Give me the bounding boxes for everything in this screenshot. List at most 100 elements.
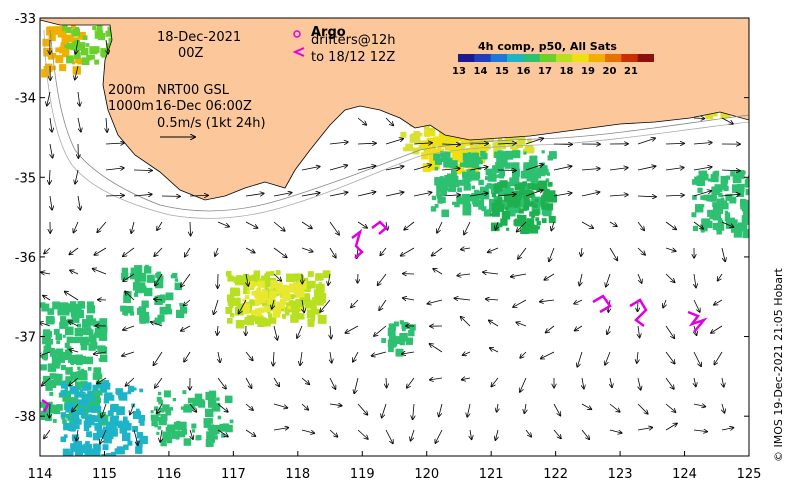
sst-cell bbox=[49, 350, 57, 357]
sst-cell bbox=[399, 333, 408, 342]
sst-cell bbox=[158, 416, 167, 426]
current-arrow bbox=[155, 377, 163, 388]
sst-cell bbox=[46, 26, 56, 36]
sst-cell bbox=[275, 282, 283, 290]
sst-cell bbox=[269, 317, 277, 324]
current-arrow bbox=[609, 429, 622, 433]
sst-cell bbox=[532, 169, 541, 179]
sst-cell bbox=[401, 322, 409, 330]
sst-cell bbox=[70, 397, 79, 406]
sst-cell bbox=[123, 416, 128, 422]
sst-cell bbox=[77, 366, 81, 370]
sst-cell bbox=[75, 381, 82, 388]
sst-cell bbox=[86, 305, 96, 314]
sst-cell bbox=[191, 429, 196, 433]
sst-cell bbox=[62, 25, 68, 31]
current-arrow bbox=[693, 299, 700, 312]
current-arrow bbox=[609, 247, 617, 260]
current-arrow bbox=[357, 429, 368, 439]
current-arrow bbox=[609, 221, 617, 226]
sst-cell bbox=[136, 432, 144, 439]
sst-cell bbox=[485, 184, 490, 190]
sst-cell bbox=[101, 387, 107, 393]
sst-cell bbox=[478, 203, 485, 210]
sst-cell bbox=[74, 391, 80, 397]
sst-cell bbox=[242, 303, 250, 311]
current-arrow bbox=[245, 429, 255, 436]
sst-cell bbox=[469, 145, 474, 150]
current-arrow bbox=[517, 221, 527, 232]
sst-cell bbox=[88, 321, 94, 326]
current-arrow bbox=[637, 166, 656, 171]
current-arrow bbox=[330, 351, 332, 363]
sst-cell bbox=[519, 189, 525, 196]
colorbar-label: 15 bbox=[495, 66, 509, 77]
current-arrow bbox=[272, 299, 274, 309]
sst-cell bbox=[123, 295, 131, 303]
sst-cell bbox=[127, 440, 133, 446]
sst-cell bbox=[541, 195, 547, 201]
sst-cell bbox=[257, 280, 265, 288]
sst-cell bbox=[82, 403, 92, 413]
current-arrow bbox=[153, 351, 163, 365]
sst-cell bbox=[405, 337, 413, 345]
sst-cell bbox=[475, 156, 482, 164]
colorbar-label: 18 bbox=[559, 66, 574, 77]
sst-cell bbox=[55, 379, 62, 386]
current-arrow bbox=[637, 428, 652, 431]
current-arrow bbox=[693, 118, 704, 119]
current-arrow bbox=[357, 403, 368, 415]
sst-cell bbox=[712, 212, 722, 221]
sst-cell bbox=[447, 136, 456, 145]
sst-cell bbox=[123, 444, 129, 450]
current-arrow bbox=[154, 247, 163, 256]
current-arrow bbox=[721, 428, 734, 430]
current-arrow bbox=[402, 352, 415, 354]
sst-cell bbox=[92, 318, 97, 323]
sst-cell bbox=[101, 454, 109, 456]
sst-cell bbox=[523, 204, 530, 211]
current-arrow bbox=[245, 193, 264, 197]
sst-cell bbox=[484, 176, 489, 181]
sst-cell bbox=[306, 309, 316, 318]
current-arrow bbox=[273, 351, 274, 366]
sst-cell bbox=[243, 287, 250, 295]
sst-cell bbox=[99, 354, 108, 363]
current-arrow bbox=[544, 273, 555, 280]
sst-cell bbox=[322, 270, 331, 278]
current-arrow bbox=[379, 299, 387, 310]
sst-cell bbox=[56, 373, 63, 380]
argo-legend-circle bbox=[293, 30, 301, 38]
sst-cell bbox=[315, 283, 325, 293]
drifter-track bbox=[592, 294, 612, 314]
current-arrow bbox=[246, 273, 248, 286]
current-arrow bbox=[357, 221, 367, 228]
sst-cell bbox=[61, 351, 70, 361]
sst-cell bbox=[117, 422, 123, 429]
sst-cell bbox=[471, 160, 480, 169]
current-arrow bbox=[605, 351, 611, 365]
sst-cell bbox=[165, 409, 172, 416]
sst-cell bbox=[79, 388, 84, 392]
sst-cell bbox=[504, 162, 511, 169]
sst-cell bbox=[541, 203, 547, 210]
sst-cell bbox=[514, 183, 521, 190]
current-arrow bbox=[217, 325, 218, 335]
sst-cell bbox=[71, 434, 79, 442]
sst-cell bbox=[408, 329, 415, 337]
sst-cell bbox=[76, 42, 86, 51]
sst-cell bbox=[501, 199, 510, 208]
sst-cell bbox=[257, 315, 261, 319]
sst-cell bbox=[107, 410, 114, 417]
sst-cell bbox=[456, 197, 463, 205]
sst-cell bbox=[70, 43, 78, 51]
colorbar-swatch bbox=[605, 54, 622, 62]
current-arrow bbox=[665, 325, 674, 338]
sst-cell bbox=[68, 305, 73, 310]
sst-cell bbox=[454, 201, 460, 208]
sst-cell bbox=[60, 389, 67, 396]
x-tick-label: 124 bbox=[672, 467, 697, 482]
sst-cell bbox=[253, 270, 260, 277]
current-arrow bbox=[354, 377, 359, 393]
current-arrow bbox=[663, 299, 666, 308]
